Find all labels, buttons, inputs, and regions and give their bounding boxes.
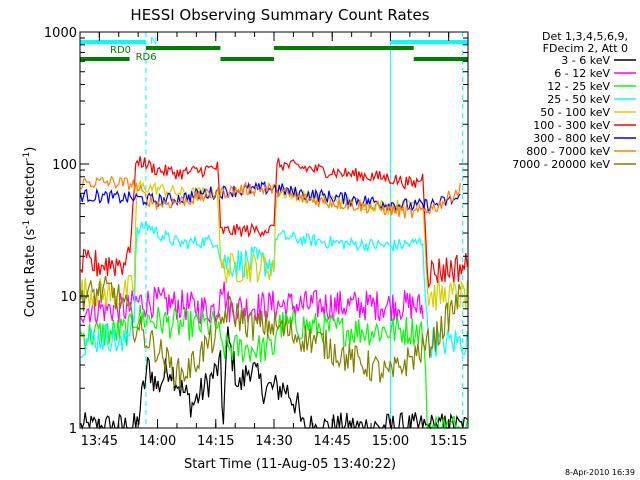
flag-label-rd6: RD6 [136,52,157,63]
y-tick-label: 10 [60,290,77,305]
x-tick-label: 14:30 [255,434,292,449]
legend-label-2: 12 - 25 keV [547,80,610,93]
x-tick-label: 13:45 [81,434,118,449]
chart-title: HESSI Observing Summary Count Rates [130,6,429,24]
legend-label-6: 300 - 800 keV [533,132,610,145]
axis-ticks: 1 10 100 1000 13:45 14:00 14:15 14:30 14:45 15:00… [44,26,468,449]
series-line-5 [80,156,468,289]
legend-label-7: 800 - 7000 keV [526,145,610,158]
flag-label-rd0: RD0 [110,45,131,56]
x-tick-label: 14:45 [313,434,350,449]
y-axis-label-part2: detector [23,160,38,220]
legend-label-3: 25 - 50 keV [547,93,610,106]
y-tick-label: 1 [69,422,77,437]
y-axis-label-sup1: -1 [22,220,32,229]
y-axis-label-part3: ) [23,147,38,152]
series-lines [80,156,468,431]
timestamp: 8-Apr-2010 16:39 [565,468,635,477]
series-line-7 [80,175,461,219]
x-axis-label: Start Time (11-Aug-05 13:40:22) [184,457,396,472]
x-tick-label: 14:00 [139,434,176,449]
flag-bars: N RD0 RD6 [80,36,468,63]
y-axis-label: Count Rate (s-1 detector-1) [22,147,38,318]
series-line-0 [80,326,468,431]
x-tick-label: 15:15 [430,434,467,449]
legend-header-line-0: Det 1,3,4,5,6,9, [542,30,628,43]
x-tick-label: 15:00 [372,434,409,449]
legend-header-line-1: FDecim 2, Att 0 [543,42,628,55]
x-tick-label: 14:15 [197,434,234,449]
y-axis-label-part1: Count Rate (s [23,229,38,318]
legend-label-4: 50 - 100 keV [540,106,610,119]
legend-label-1: 6 - 12 keV [554,67,610,80]
y-tick-label: 100 [52,158,77,173]
series-line-2 [80,304,468,430]
legend-label-5: 100 - 300 keV [533,119,610,132]
legend-label-0: 3 - 6 keV [561,54,610,67]
series-line-1 [80,281,424,325]
flag-label-n: N [150,36,157,47]
y-axis-label-sup2: -1 [22,152,32,161]
legend: Det 1,3,4,5,6,9,FDecim 2, Att 03 - 6 keV… [512,30,636,171]
y-tick-label: 1000 [44,26,77,41]
legend-label-8: 7000 - 20000 keV [512,158,610,171]
series-line-8 [80,275,461,389]
